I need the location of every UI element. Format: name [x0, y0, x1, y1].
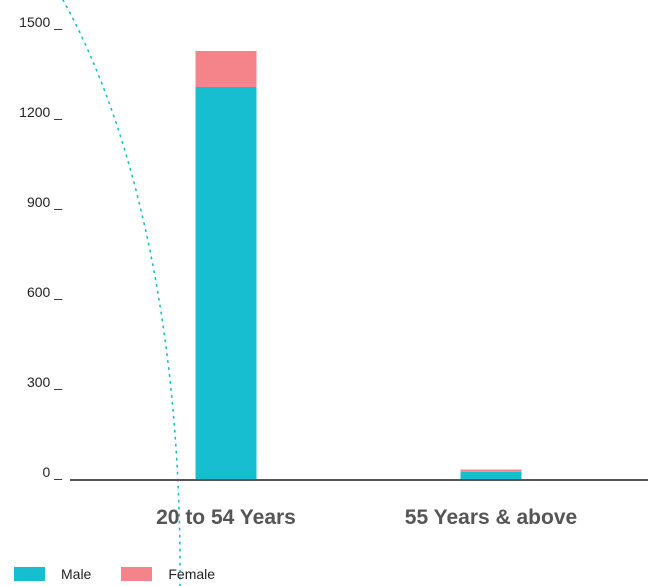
legend-label-female: Female [168, 566, 216, 582]
bar-male-2 [460, 471, 522, 480]
x-category-label-2: 55 Years & above [405, 506, 577, 529]
legend: Male Female [14, 566, 245, 582]
y-tick-label-1200: 1200 _ [19, 104, 62, 120]
legend-item-female: Female [121, 566, 215, 582]
bar-female-2 [460, 469, 522, 472]
x-category-label-1: 20 to 54 Years [156, 506, 296, 529]
y-tick-label-0: 0 _ [43, 464, 63, 480]
y-tick-label-1500: 1500 _ [19, 14, 62, 30]
x-axis-labels: 20 to 54 Years 55 Years & above [156, 506, 577, 529]
decorative-dotted-arc [62, 0, 181, 586]
bars [195, 51, 522, 480]
y-axis-ticks: 0 _ 300 _ 600 _ 900 _ 1200 _ 1500 _ [19, 14, 62, 480]
bar-male-1 [195, 87, 257, 480]
y-tick-label-300: 300 _ [27, 374, 62, 390]
legend-label-male: Male [61, 566, 92, 582]
y-tick-label-900: 900 _ [27, 194, 62, 210]
legend-swatch-male [14, 567, 45, 581]
y-tick-label-600: 600 _ [27, 284, 62, 300]
bar-female-1 [195, 51, 257, 87]
legend-swatch-female [121, 567, 153, 581]
legend-item-male: Male [14, 566, 91, 582]
